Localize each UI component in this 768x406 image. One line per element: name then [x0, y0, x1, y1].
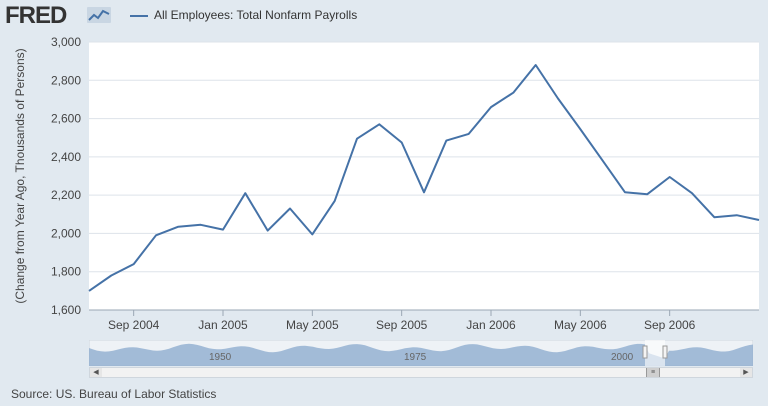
y-tick-label: 2,600 [51, 112, 81, 126]
series-line[interactable] [88, 64, 760, 292]
navigator-label: 1975 [404, 352, 427, 363]
x-tick-label: May 2006 [554, 318, 607, 332]
y-tick-label: 3,000 [51, 35, 81, 49]
plot-area [89, 42, 759, 310]
chart-line-icon [87, 7, 111, 23]
scroll-right-arrow-icon[interactable]: ▶ [740, 368, 752, 377]
y-tick-label: 2,400 [51, 150, 81, 164]
navigator-label: 2000 [611, 352, 634, 363]
x-tick-label: May 2005 [286, 318, 339, 332]
scrollbar[interactable]: ◀ ≡ ▶ [89, 367, 753, 378]
scroll-left-arrow-icon[interactable]: ◀ [90, 368, 102, 377]
navigator-area [89, 343, 753, 366]
y-tick-label: 1,800 [51, 265, 81, 279]
x-tick-label: Jan 2005 [198, 318, 248, 332]
x-tick-label: Sep 2004 [108, 318, 160, 332]
x-tick-label: Jan 2006 [466, 318, 516, 332]
y-axis-ticks: 1,600 1,800 2,000 2,200 2,400 2,600 2,800 3,000 [51, 35, 81, 317]
legend-swatch [130, 14, 148, 17]
y-tick-label: 1,600 [51, 303, 81, 317]
header: FRED All Employees: Total Nonfarm Payrol… [0, 0, 768, 34]
x-tick-label: Sep 2006 [644, 318, 696, 332]
fred-logo[interactable]: FRED [5, 2, 67, 29]
x-tick-label: Sep 2005 [376, 318, 428, 332]
y-tick-label: 2,800 [51, 73, 81, 87]
navigator-selection[interactable] [645, 340, 665, 366]
navigator-handle-left[interactable] [642, 345, 648, 359]
y-axis-label: (Change from Year Ago, Thousands of Pers… [13, 48, 27, 303]
navigator-handle-right[interactable] [662, 345, 668, 359]
x-axis-ticks: Sep 2004 Jan 2005 May 2005 Sep 2005 Jan 2006… [89, 309, 759, 332]
source-note: Source: US. Bureau of Labor Statistics [11, 387, 217, 401]
scrollbar-thumb[interactable]: ≡ [646, 368, 660, 377]
legend[interactable]: All Employees: Total Nonfarm Payrolls [130, 8, 357, 22]
navigator[interactable]: 1950 1975 2000 [89, 340, 753, 366]
series-layer [88, 64, 760, 292]
y-tick-label: 2,000 [51, 226, 81, 240]
y-tick-label: 2,200 [51, 188, 81, 202]
chart: 1,600 1,800 2,000 2,200 2,400 2,600 2,800 3,000… [13, 35, 760, 332]
navigator-label: 1950 [209, 352, 232, 363]
legend-label: All Employees: Total Nonfarm Payrolls [154, 8, 358, 22]
